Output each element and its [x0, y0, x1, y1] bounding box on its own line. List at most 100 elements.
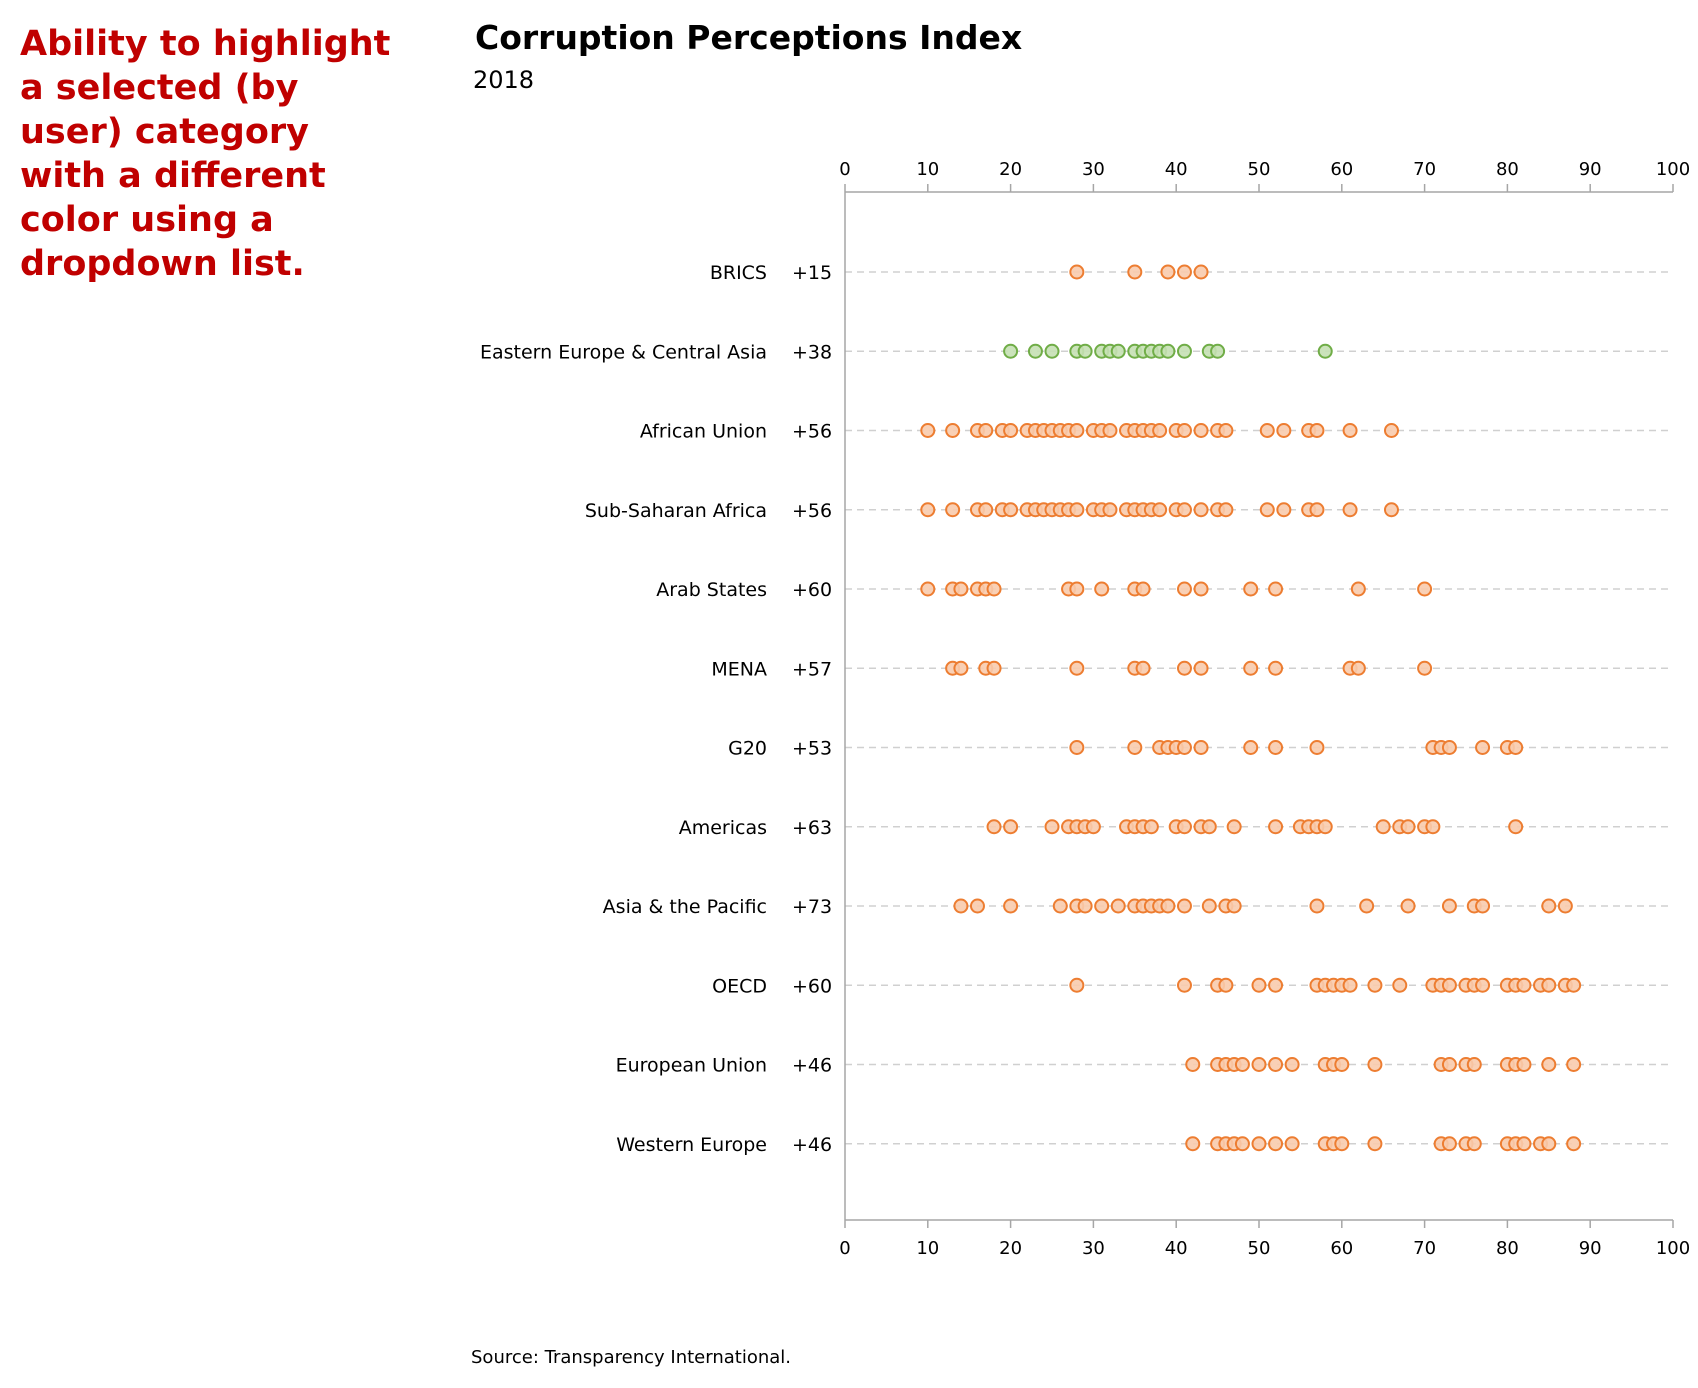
data-point: [945, 423, 961, 438]
data-point: [1268, 1057, 1284, 1072]
data-point: [1566, 1057, 1582, 1072]
count-label: +38: [792, 341, 832, 363]
data-point: [1367, 1057, 1383, 1072]
count-label: +73: [792, 896, 832, 918]
count-label: +60: [792, 975, 832, 997]
data-point: [1541, 1057, 1557, 1072]
data-point: [969, 898, 985, 914]
bottom-tick-label: 90: [1579, 1238, 1602, 1259]
data-point: [1566, 977, 1582, 993]
data-point: [1466, 1136, 1482, 1152]
data-point: [1102, 502, 1118, 518]
data-point: [1176, 819, 1192, 835]
highlighted-data-point: [1210, 343, 1226, 359]
data-point: [1176, 502, 1192, 518]
top-tick-label: 10: [916, 159, 939, 180]
data-point: [978, 423, 994, 438]
category-label: Asia & the Pacific: [603, 896, 767, 918]
data-point: [1243, 581, 1259, 597]
category-label: European Union: [616, 1055, 767, 1077]
data-point: [1268, 740, 1284, 755]
highlighted-data-point: [1077, 343, 1093, 359]
category-label: Eastern Europe & Central Asia: [480, 341, 767, 363]
data-point: [1309, 740, 1325, 755]
data-point: [1541, 898, 1557, 914]
top-tick-label: 80: [1496, 159, 1519, 180]
count-label: +56: [792, 421, 832, 443]
data-point: [1243, 740, 1259, 755]
highlighted-data-point: [1176, 343, 1192, 359]
data-point: [1152, 502, 1168, 518]
data-point: [1218, 423, 1234, 438]
data-point: [1160, 264, 1176, 280]
top-tick-label: 90: [1579, 159, 1602, 180]
count-label: +63: [792, 817, 832, 839]
category-label: BRICS: [710, 262, 767, 284]
highlighted-data-point: [1160, 343, 1176, 359]
data-point: [1193, 502, 1209, 518]
highlighted-data-point: [1110, 343, 1126, 359]
data-point: [920, 581, 936, 597]
data-point: [1176, 423, 1192, 438]
bottom-tick-label: 20: [999, 1238, 1022, 1259]
highlighted-data-point: [1044, 343, 1060, 359]
data-point: [1218, 977, 1234, 993]
data-point: [1268, 1136, 1284, 1152]
data-point: [1342, 423, 1358, 438]
data-point: [1375, 819, 1391, 835]
data-point: [1342, 977, 1358, 993]
data-point: [986, 819, 1002, 835]
data-point: [1441, 977, 1457, 993]
top-tick-label: 40: [1165, 159, 1188, 180]
data-point: [1566, 1136, 1582, 1152]
grid-lines: [845, 271, 1673, 1145]
data-point: [1475, 977, 1491, 993]
category-label: G20: [728, 738, 767, 760]
data-point: [1284, 1057, 1300, 1072]
data-point: [953, 581, 969, 597]
data-point: [1334, 1057, 1350, 1072]
data-point: [1052, 898, 1068, 914]
count-label: +46: [792, 1055, 832, 1077]
data-point: [1268, 660, 1284, 676]
data-point: [1441, 740, 1457, 755]
data-point: [1268, 581, 1284, 597]
data-point: [1417, 660, 1433, 676]
data-point: [1350, 660, 1366, 676]
data-point: [1069, 740, 1085, 755]
data-point: [1226, 898, 1242, 914]
data-point: [953, 660, 969, 676]
data-point: [1176, 977, 1192, 993]
bottom-tick-label: 50: [1248, 1238, 1271, 1259]
data-point: [1541, 1136, 1557, 1152]
data-point: [1176, 740, 1192, 755]
data-point: [1234, 1057, 1250, 1072]
data-point: [1226, 819, 1242, 835]
data-point: [945, 502, 961, 518]
data-point: [1508, 819, 1524, 835]
data-point: [1077, 898, 1093, 914]
highlighted-data-point: [1027, 343, 1043, 359]
chart-source: Source: Transparency International.: [471, 1347, 791, 1368]
data-point: [1127, 740, 1143, 755]
data-point: [1508, 740, 1524, 755]
top-tick-label: 50: [1248, 159, 1271, 180]
data-point: [1475, 898, 1491, 914]
count-label: +53: [792, 738, 832, 760]
data-point: [1135, 660, 1151, 676]
data-point: [1383, 423, 1399, 438]
count-label: +56: [792, 500, 832, 522]
data-point: [1085, 819, 1101, 835]
data-point: [1094, 581, 1110, 597]
data-point: [1417, 581, 1433, 597]
data-point: [1069, 977, 1085, 993]
data-point: [1251, 1057, 1267, 1072]
data-point: [986, 660, 1002, 676]
data-point: [1425, 819, 1441, 835]
data-point: [1342, 502, 1358, 518]
category-label: Sub-Saharan Africa: [585, 500, 767, 522]
data-point: [1176, 898, 1192, 914]
data-point: [1367, 1136, 1383, 1152]
data-point: [1069, 660, 1085, 676]
data-point: [1193, 660, 1209, 676]
